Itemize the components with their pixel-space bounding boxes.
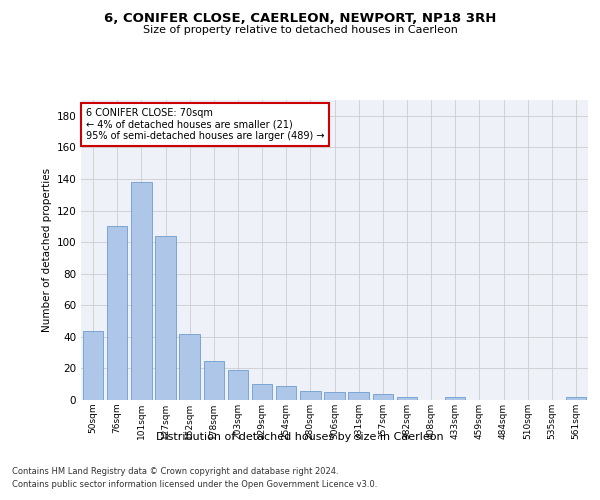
Text: Size of property relative to detached houses in Caerleon: Size of property relative to detached ho…: [143, 25, 457, 35]
Bar: [373, 394, 393, 400]
Bar: [276, 386, 296, 400]
Bar: [445, 397, 466, 400]
Bar: [300, 390, 320, 400]
Bar: [83, 330, 103, 400]
Text: 6 CONIFER CLOSE: 70sqm
← 4% of detached houses are smaller (21)
95% of semi-deta: 6 CONIFER CLOSE: 70sqm ← 4% of detached …: [86, 108, 325, 140]
Text: Contains HM Land Registry data © Crown copyright and database right 2024.: Contains HM Land Registry data © Crown c…: [12, 468, 338, 476]
Bar: [179, 334, 200, 400]
Bar: [397, 397, 417, 400]
Bar: [107, 226, 127, 400]
Bar: [227, 370, 248, 400]
Bar: [566, 397, 586, 400]
Text: 6, CONIFER CLOSE, CAERLEON, NEWPORT, NP18 3RH: 6, CONIFER CLOSE, CAERLEON, NEWPORT, NP1…: [104, 12, 496, 26]
Bar: [252, 384, 272, 400]
Text: Distribution of detached houses by size in Caerleon: Distribution of detached houses by size …: [156, 432, 444, 442]
Bar: [349, 392, 369, 400]
Bar: [324, 392, 345, 400]
Text: Contains public sector information licensed under the Open Government Licence v3: Contains public sector information licen…: [12, 480, 377, 489]
Bar: [131, 182, 152, 400]
Y-axis label: Number of detached properties: Number of detached properties: [42, 168, 52, 332]
Bar: [155, 236, 176, 400]
Bar: [203, 360, 224, 400]
